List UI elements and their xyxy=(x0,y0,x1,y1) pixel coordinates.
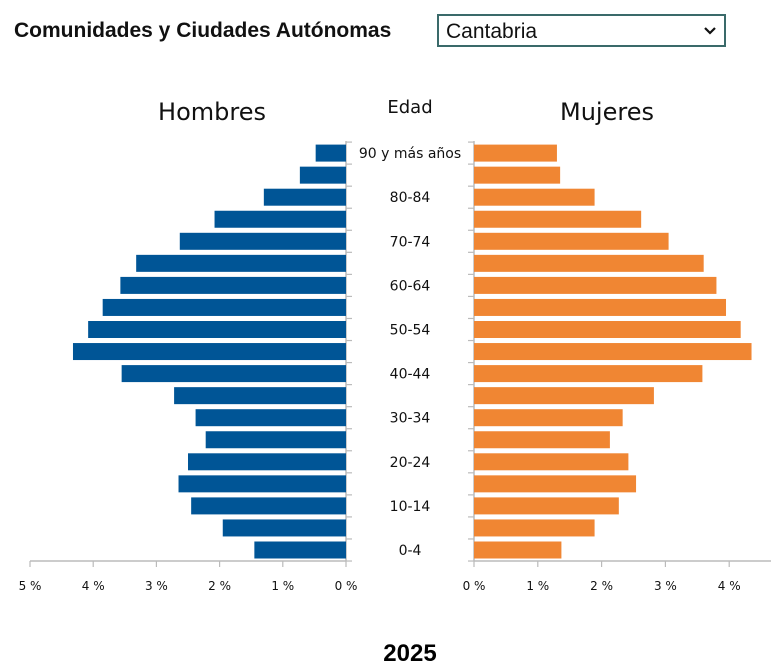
female-bar-80-84[interactable] xyxy=(474,188,595,206)
male-bar-75-79[interactable] xyxy=(214,210,346,228)
female-bar-25-29[interactable] xyxy=(474,431,610,449)
left-x-tick-label: 2 % xyxy=(208,579,231,593)
female-bar-5-9[interactable] xyxy=(474,519,595,537)
female-bar-45-49[interactable] xyxy=(474,343,752,361)
female-bar-65-69[interactable] xyxy=(474,254,704,272)
left-x-tick-label: 3 % xyxy=(145,579,168,593)
female-bar-75-79[interactable] xyxy=(474,210,642,228)
title-age: Edad xyxy=(387,97,432,118)
male-bar-20-24[interactable] xyxy=(188,453,346,471)
female-bar-15-19[interactable] xyxy=(474,475,637,493)
male-bar-45-49[interactable] xyxy=(72,343,346,361)
male-bar-50-54[interactable] xyxy=(88,321,347,338)
female-bar-0-4[interactable] xyxy=(474,541,562,559)
right-x-tick-label: 0 % xyxy=(463,579,486,593)
male-bar-70-74[interactable] xyxy=(179,232,346,250)
chevron-down-icon xyxy=(704,27,716,35)
male-bar-15-19[interactable] xyxy=(178,475,346,493)
male-bar-85-89[interactable] xyxy=(299,166,346,184)
year-label: 2025 xyxy=(383,640,437,667)
male-bar-55-59[interactable] xyxy=(102,298,347,316)
female-bar-50-54[interactable] xyxy=(474,321,741,338)
female-bar-90 y más años[interactable] xyxy=(474,144,557,162)
region-select-value: Cantabria xyxy=(446,20,538,43)
male-bar-25-29[interactable] xyxy=(205,431,346,449)
age-label: 40-44 xyxy=(390,367,431,383)
left-x-tick-label: 4 % xyxy=(82,579,105,593)
male-bar-65-69[interactable] xyxy=(136,254,346,272)
male-bar-90 y más años[interactable] xyxy=(315,144,346,162)
male-bar-80-84[interactable] xyxy=(263,188,346,206)
female-bar-70-74[interactable] xyxy=(474,232,669,250)
male-bar-40-44[interactable] xyxy=(121,365,346,383)
female-bar-30-34[interactable] xyxy=(474,409,623,427)
left-x-tick-label: 1 % xyxy=(271,579,294,593)
age-label: 20-24 xyxy=(390,455,431,471)
left-x-tick-label: 0 % xyxy=(335,579,358,593)
age-label: 0-4 xyxy=(399,543,422,559)
region-select[interactable]: Cantabria xyxy=(437,14,726,47)
right-x-tick-label: 2 % xyxy=(590,579,613,593)
title-women: Mujeres xyxy=(560,98,654,126)
female-bar-60-64[interactable] xyxy=(474,276,717,294)
right-x-tick-label: 1 % xyxy=(526,579,549,593)
male-bar-35-39[interactable] xyxy=(174,387,346,405)
right-x-tick-label: 3 % xyxy=(654,579,677,593)
male-bar-30-34[interactable] xyxy=(195,409,346,427)
age-label: 50-54 xyxy=(390,323,431,339)
female-bar-10-14[interactable] xyxy=(474,497,619,515)
filter-label: Comunidades y Ciudades Autónomas xyxy=(14,19,392,42)
male-bar-5-9[interactable] xyxy=(222,519,346,537)
title-men: Hombres xyxy=(158,98,266,126)
female-bar-55-59[interactable] xyxy=(474,298,727,316)
age-label: 30-34 xyxy=(390,411,431,427)
male-bar-10-14[interactable] xyxy=(191,497,346,515)
age-label: 90 y más años xyxy=(359,146,461,162)
age-label: 60-64 xyxy=(390,278,431,294)
right-x-tick-label: 4 % xyxy=(718,579,741,593)
male-bar-0-4[interactable] xyxy=(254,541,346,559)
age-label: 70-74 xyxy=(390,234,431,250)
age-label: 10-14 xyxy=(390,499,431,515)
left-x-tick-label: 5 % xyxy=(19,579,42,593)
female-bar-20-24[interactable] xyxy=(474,453,629,471)
female-bar-40-44[interactable] xyxy=(474,365,703,383)
female-bar-35-39[interactable] xyxy=(474,387,654,405)
age-label: 80-84 xyxy=(390,190,431,206)
female-bar-85-89[interactable] xyxy=(474,166,561,184)
male-bar-60-64[interactable] xyxy=(120,276,346,294)
